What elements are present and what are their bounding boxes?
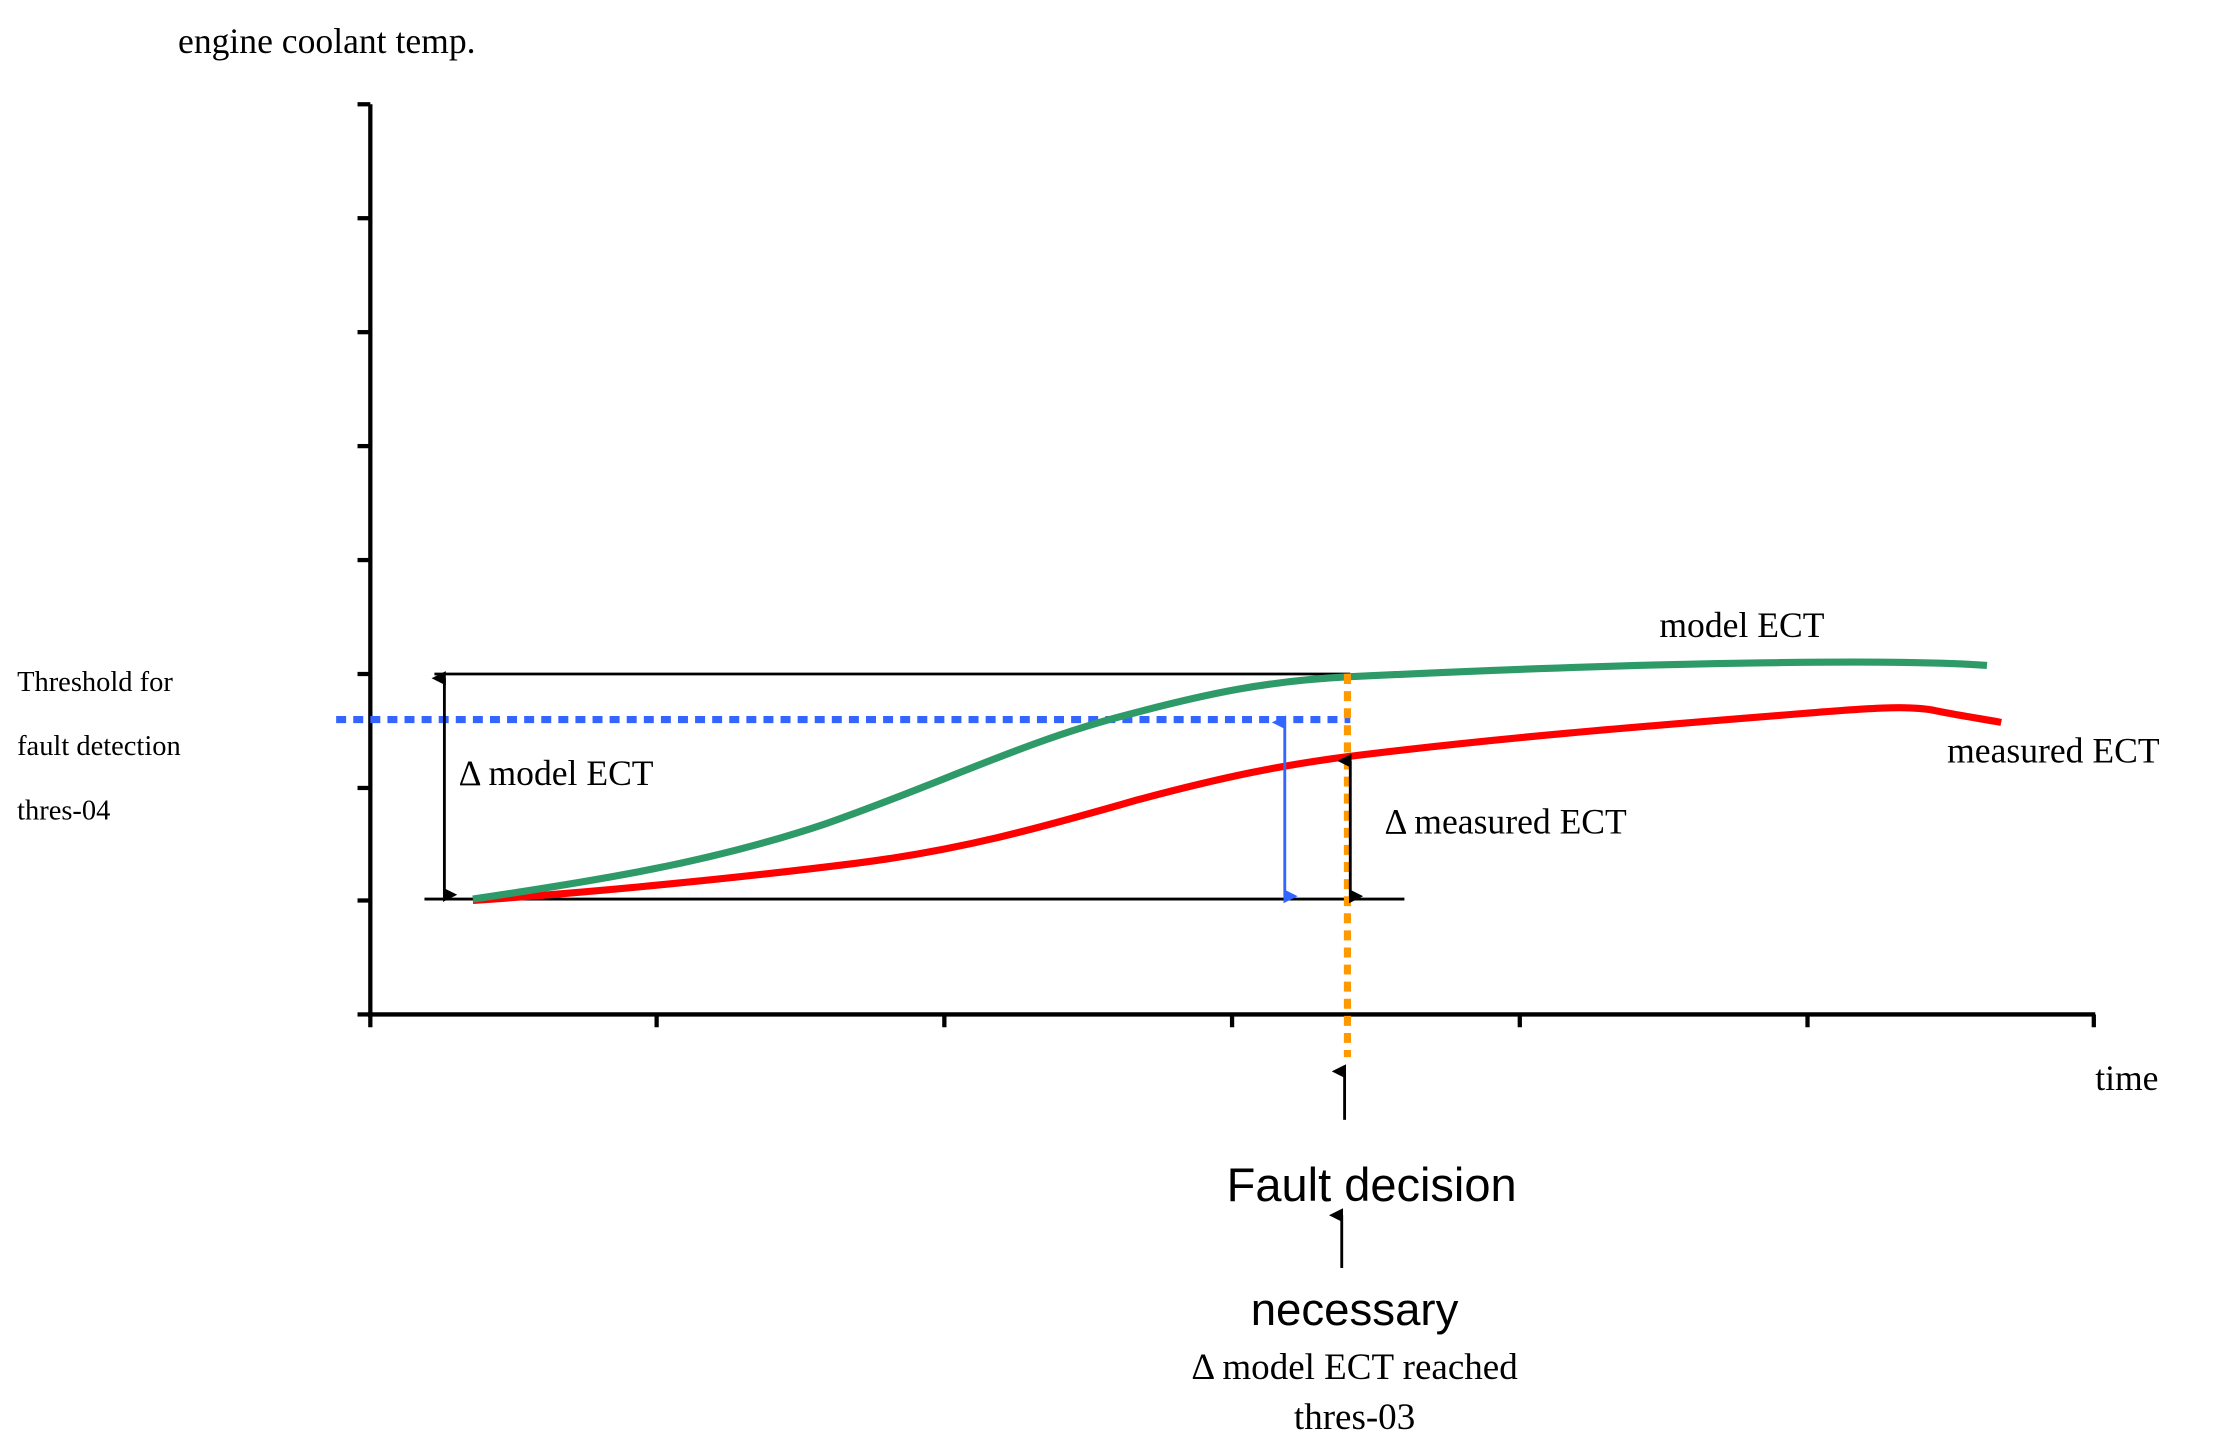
model-ect-curve bbox=[472, 658, 1988, 903]
fault-decision-label: Fault decision bbox=[1227, 1158, 1517, 1211]
x-axis-label: time bbox=[2095, 1058, 2158, 1098]
model-ect-label: model ECT bbox=[1659, 605, 1824, 645]
delta-measured-label: Δ measured ECT bbox=[1384, 802, 1627, 842]
threshold-label-line-3: thres-04 bbox=[17, 795, 110, 826]
measured-ect-label: measured ECT bbox=[1947, 730, 2160, 770]
threshold-label-line-1: Threshold for bbox=[17, 667, 173, 698]
reached-label-line-1: Δ model ECT reached bbox=[1191, 1347, 1518, 1388]
reached-label-line-2: thres-03 bbox=[1294, 1397, 1415, 1438]
necessary-label: necessary bbox=[1251, 1284, 1459, 1335]
measured-ect-curve bbox=[472, 704, 2002, 905]
y-axis bbox=[357, 102, 373, 1018]
delta-model-label: Δ model ECT bbox=[459, 753, 654, 793]
x-axis bbox=[367, 1012, 2096, 1028]
y-axis-label: engine coolant temp. bbox=[178, 21, 476, 61]
threshold-label-line-2: fault detection bbox=[17, 731, 181, 762]
